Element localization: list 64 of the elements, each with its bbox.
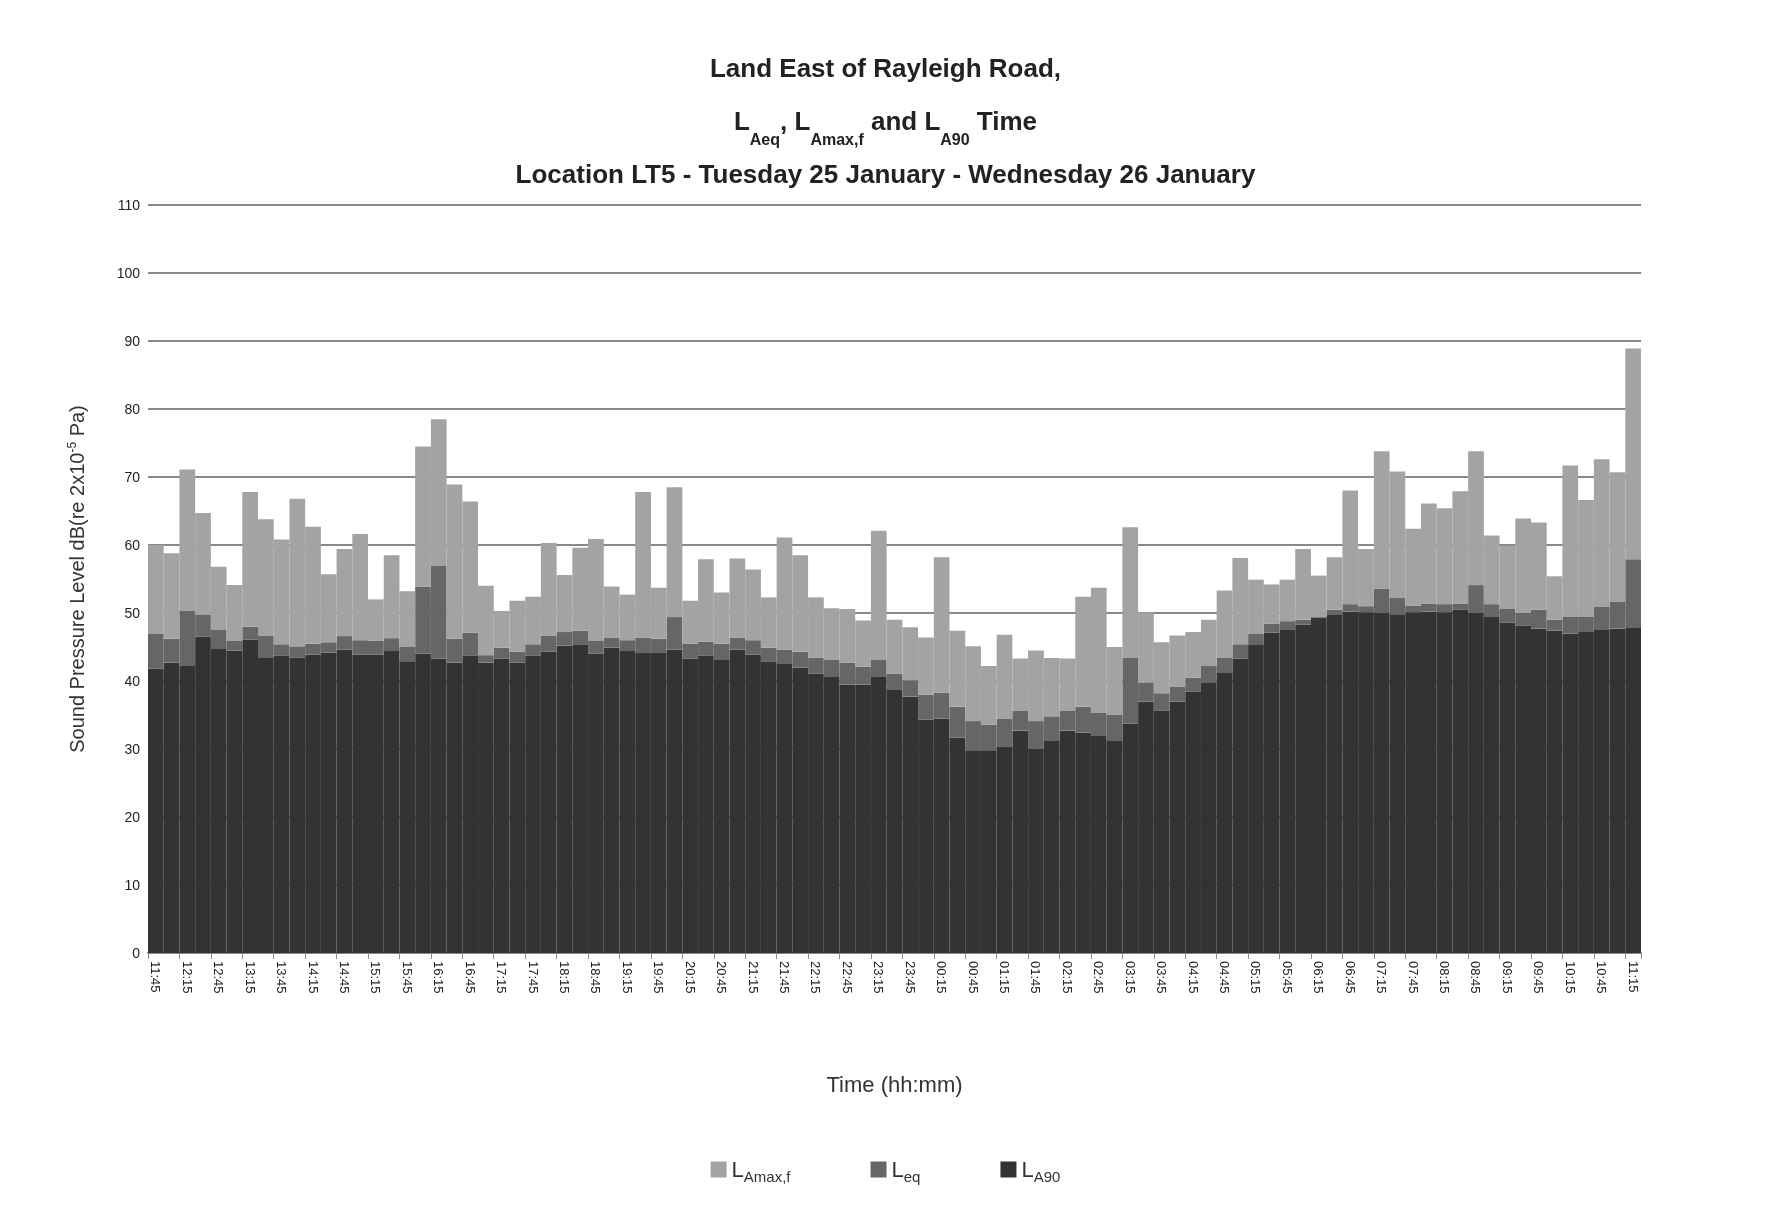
x-tick-label: 02:15 [1059, 961, 1075, 994]
y-tick-label: 30 [124, 741, 141, 757]
x-tick-label: 10:15 [1562, 961, 1578, 994]
x-tick-label: 07:45 [1405, 961, 1421, 994]
x-tick-label: 11:45 [148, 961, 164, 993]
x-tick-label: 05:15 [1248, 961, 1264, 994]
x-tick-label: 14:15 [305, 961, 321, 994]
x-tick-label: 18:45 [588, 961, 604, 994]
x-tick-label: 02:45 [1091, 961, 1107, 994]
x-tick-label: 14:45 [336, 961, 352, 994]
x-tick-label: 22:15 [808, 961, 824, 994]
x-tick-label: 03:45 [1154, 961, 1170, 994]
x-tick-label: 09:45 [1531, 961, 1547, 994]
x-tick-label: 06:15 [1311, 961, 1327, 994]
x-tick-label: 01:45 [1028, 961, 1044, 994]
x-tick-label: 20:15 [682, 961, 698, 994]
y-tick-label: 110 [117, 197, 141, 213]
y-tick-label: 40 [124, 673, 141, 689]
x-tick-label: 12:45 [211, 961, 227, 994]
x-tick-label: 01:15 [997, 961, 1013, 994]
x-tick-label: 08:15 [1437, 961, 1453, 994]
x-axis-title: Time (hh:mm) [826, 1071, 963, 1097]
y-tick-label: 10 [124, 877, 141, 893]
x-tick-label: 03:15 [1122, 961, 1138, 994]
x-tick-label: 22:45 [839, 961, 855, 994]
x-tick-label: 00:15 [934, 961, 950, 994]
y-tick-label: 20 [124, 809, 141, 825]
x-tick-label: 16:45 [462, 961, 478, 994]
x-tick-label: 18:15 [556, 961, 572, 994]
x-tick-label: 16:15 [431, 961, 447, 994]
y-axis-title: Sound Pressure Level dB(re 2x10-5 Pa) [65, 405, 88, 753]
x-tick-label: 12:15 [179, 961, 195, 994]
x-tick-label: 11:15 [1625, 961, 1641, 993]
y-tick-label: 50 [124, 605, 141, 621]
y-tick-label: 70 [124, 469, 141, 485]
x-tick-label: 09:15 [1499, 961, 1515, 994]
x-tick-label: 17:15 [494, 961, 510, 994]
x-tick-label: 10:45 [1594, 961, 1610, 994]
x-tick-label: 20:45 [714, 961, 730, 994]
x-tick-label: 00:45 [965, 961, 981, 994]
y-tick-label: 90 [124, 333, 141, 349]
x-tick-label: 08:45 [1468, 961, 1484, 994]
y-tick-label: 80 [124, 401, 141, 417]
x-tick-label: 15:15 [368, 961, 384, 994]
x-tick-label: 17:45 [525, 961, 541, 994]
bar [1248, 633, 1264, 645]
x-tick-label: 04:45 [1217, 961, 1233, 994]
x-tick-label: 21:15 [745, 961, 761, 994]
x-tick-label: 23:15 [871, 961, 887, 994]
x-tick-label: 19:45 [651, 961, 667, 994]
x-tick-label: 19:15 [619, 961, 635, 994]
x-tick-label: 05:45 [1279, 961, 1295, 994]
x-tick-label: 13:45 [274, 961, 290, 994]
x-tick-label: 06:45 [1342, 961, 1358, 994]
chart-title: Land East of Rayleigh Road, LAeq, LAmax,f and LA90 Time Location LT5 - Tuesday 25 January - Wednesday 26 January [515, 52, 1256, 189]
x-tick-label: 23:45 [902, 961, 918, 994]
y-tick-label: 0 [132, 945, 141, 961]
x-tick-label: 13:15 [242, 961, 258, 994]
x-tick-label: 04:15 [1185, 961, 1201, 994]
x-tick-label: 15:45 [399, 961, 415, 994]
x-tick-label: 07:15 [1374, 961, 1390, 994]
x-tick-label: 21:45 [776, 961, 792, 994]
y-tick-label: 60 [124, 537, 141, 553]
y-tick-label: 100 [116, 265, 141, 281]
